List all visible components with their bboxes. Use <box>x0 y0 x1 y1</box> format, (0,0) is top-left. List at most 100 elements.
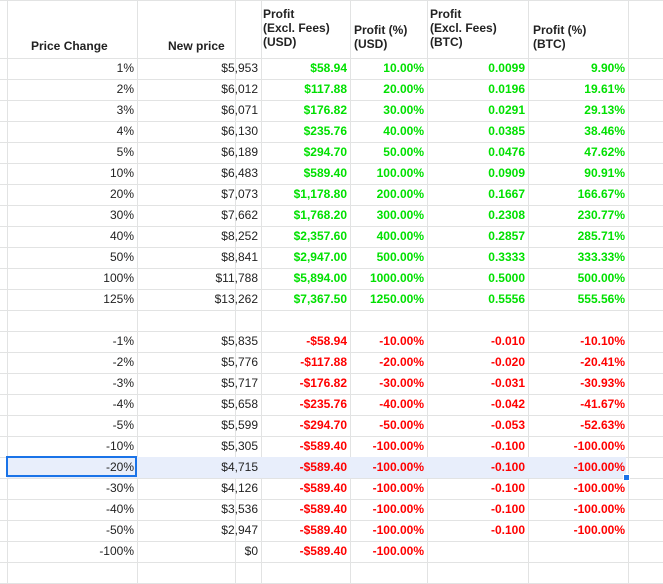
cell-profit-pct-btc[interactable]: -100.00% <box>573 502 625 516</box>
cell-profit-usd[interactable]: -$589.40 <box>299 460 347 474</box>
cell-profit-btc[interactable]: 0.0385 <box>488 124 525 138</box>
cell-profit-usd[interactable]: $589.40 <box>303 166 347 180</box>
cell-profit-pct-usd[interactable]: -20.00% <box>379 355 424 369</box>
cell-profit-usd[interactable]: $117.88 <box>304 82 347 96</box>
cell-profit-btc[interactable]: -0.100 <box>490 523 525 537</box>
cell-profit-usd[interactable]: -$589.40 <box>299 502 347 516</box>
cell-new-price[interactable]: $6,130 <box>221 124 258 138</box>
cell-profit-usd[interactable]: -$589.40 <box>299 523 347 537</box>
cell-profit-pct-btc[interactable]: 47.62% <box>584 145 625 159</box>
cell-new-price[interactable]: $4,715 <box>221 460 258 474</box>
cell-profit-pct-usd[interactable]: 10.00% <box>383 61 424 75</box>
header-price-change[interactable]: Price Change <box>31 39 108 53</box>
cell-profit-usd[interactable]: $176.82 <box>303 103 347 117</box>
cell-profit-pct-usd[interactable]: 20.00% <box>383 82 424 96</box>
cell-profit-pct-usd[interactable]: -100.00% <box>372 460 424 474</box>
cell-price-change[interactable]: -20% <box>105 460 134 474</box>
cell-price-change[interactable]: 50% <box>109 250 134 264</box>
cell-price-change[interactable]: -3% <box>112 376 134 390</box>
cell-new-price[interactable]: $6,071 <box>221 103 258 117</box>
cell-profit-pct-btc[interactable]: -41.67% <box>580 397 625 411</box>
cell-profit-pct-btc[interactable] <box>528 541 628 562</box>
cell-price-change[interactable]: -40% <box>105 502 134 516</box>
cell-new-price[interactable]: $8,252 <box>221 229 258 243</box>
cell-profit-pct-btc[interactable]: 285.71% <box>577 229 625 243</box>
cell-profit-usd[interactable]: -$589.40 <box>299 544 347 558</box>
cell-profit-pct-btc[interactable]: 90.91% <box>584 166 625 180</box>
cell-new-price[interactable]: $5,305 <box>221 439 258 453</box>
cell-profit-btc[interactable]: 0.5000 <box>488 271 525 285</box>
cell-new-price[interactable]: $5,835 <box>221 334 258 348</box>
cell-profit-btc[interactable]: -0.100 <box>490 481 525 495</box>
cell-profit-pct-btc[interactable]: -100.00% <box>573 439 625 453</box>
cell-profit-btc[interactable]: -0.010 <box>490 334 525 348</box>
cell-price-change[interactable]: 40% <box>109 229 134 243</box>
cell-profit-usd[interactable]: $5,894.00 <box>293 271 347 285</box>
cell-profit-pct-btc[interactable]: 29.13% <box>584 103 625 117</box>
cell-profit-usd[interactable]: $1,768.20 <box>293 208 347 222</box>
cell-profit-pct-btc[interactable]: 9.90% <box>590 61 625 75</box>
fill-handle[interactable] <box>623 474 630 481</box>
cell-new-price[interactable]: $7,662 <box>221 208 258 222</box>
cell-profit-pct-usd[interactable]: 30.00% <box>383 103 424 117</box>
cell-price-change[interactable]: 100% <box>103 271 134 285</box>
cell-price-change[interactable]: -100% <box>99 544 134 558</box>
cell-new-price[interactable]: $2,947 <box>221 523 258 537</box>
cell-price-change[interactable]: -50% <box>105 523 134 537</box>
header-profit-pct-btc[interactable]: Profit (%) (BTC) <box>533 23 586 51</box>
cell-profit-usd[interactable]: $1,178.80 <box>293 187 347 201</box>
cell-new-price[interactable]: $5,776 <box>221 355 258 369</box>
cell-price-change[interactable]: -2% <box>112 355 134 369</box>
cell-price-change[interactable]: 5% <box>116 145 134 159</box>
header-profit-pct-usd[interactable]: Profit (%) (USD) <box>354 23 407 51</box>
cell-profit-pct-btc[interactable]: -100.00% <box>573 523 625 537</box>
cell-profit-pct-btc[interactable]: 555.56% <box>577 292 625 306</box>
header-profit-usd[interactable]: Profit (Excl. Fees) (USD) <box>263 7 330 49</box>
cell-new-price[interactable]: $5,658 <box>221 397 258 411</box>
cell-profit-pct-usd[interactable]: -100.00% <box>372 523 424 537</box>
cell-profit-btc[interactable]: -0.100 <box>490 460 525 474</box>
cell-profit-pct-usd[interactable]: 200.00% <box>376 187 424 201</box>
cell-profit-pct-btc[interactable]: 38.46% <box>584 124 625 138</box>
cell-new-price[interactable]: $13,262 <box>214 292 258 306</box>
cell-profit-pct-usd[interactable]: 40.00% <box>383 124 424 138</box>
cell-profit-pct-usd[interactable]: 1250.00% <box>369 292 424 306</box>
cell-price-change[interactable]: 4% <box>116 124 134 138</box>
cell-profit-usd[interactable]: -$176.82 <box>299 376 347 390</box>
cell-new-price[interactable]: $6,012 <box>221 82 258 96</box>
cell-profit-btc[interactable]: 0.2308 <box>488 208 525 222</box>
cell-profit-pct-btc[interactable]: -100.00% <box>573 460 625 474</box>
cell-profit-btc[interactable]: -0.020 <box>490 355 525 369</box>
cell-price-change[interactable]: -4% <box>112 397 134 411</box>
cell-price-change[interactable]: -5% <box>112 418 134 432</box>
cell-profit-btc[interactable] <box>427 541 528 562</box>
cell-profit-pct-btc[interactable]: -20.41% <box>580 355 625 369</box>
cell-price-change[interactable]: -1% <box>112 334 134 348</box>
cell-profit-btc[interactable]: -0.053 <box>490 418 525 432</box>
cell-profit-usd[interactable]: -$589.40 <box>299 481 347 495</box>
cell-profit-btc[interactable]: -0.031 <box>490 376 525 390</box>
cell-profit-btc[interactable]: -0.100 <box>490 502 525 516</box>
cell-profit-btc[interactable]: 0.0099 <box>488 61 525 75</box>
cell-profit-pct-btc[interactable]: 19.61% <box>584 82 625 96</box>
cell-profit-pct-usd[interactable]: -50.00% <box>379 418 424 432</box>
cell-new-price[interactable]: $5,953 <box>221 61 258 75</box>
cell-profit-usd[interactable]: -$117.88 <box>300 355 347 369</box>
cell-profit-usd[interactable]: -$58.94 <box>306 334 347 348</box>
cell-profit-pct-usd[interactable]: 400.00% <box>376 229 424 243</box>
header-profit-btc[interactable]: Profit (Excl. Fees) (BTC) <box>430 7 497 49</box>
cell-price-change[interactable]: 2% <box>116 82 134 96</box>
cell-price-change[interactable]: 3% <box>116 103 134 117</box>
cell-profit-btc[interactable]: 0.1667 <box>488 187 525 201</box>
cell-price-change[interactable]: 30% <box>109 208 134 222</box>
cell-profit-btc[interactable]: 0.0476 <box>488 145 525 159</box>
cell-new-price[interactable]: $6,189 <box>221 145 258 159</box>
cell-profit-btc[interactable]: 0.5556 <box>488 292 525 306</box>
cell-profit-pct-btc[interactable]: -100.00% <box>573 481 625 495</box>
cell-profit-pct-usd[interactable]: -30.00% <box>379 376 424 390</box>
cell-new-price[interactable]: $7,073 <box>221 187 258 201</box>
cell-profit-usd[interactable]: $58.94 <box>310 61 347 75</box>
cell-new-price[interactable]: $0 <box>244 544 258 558</box>
cell-profit-pct-usd[interactable]: 300.00% <box>376 208 424 222</box>
